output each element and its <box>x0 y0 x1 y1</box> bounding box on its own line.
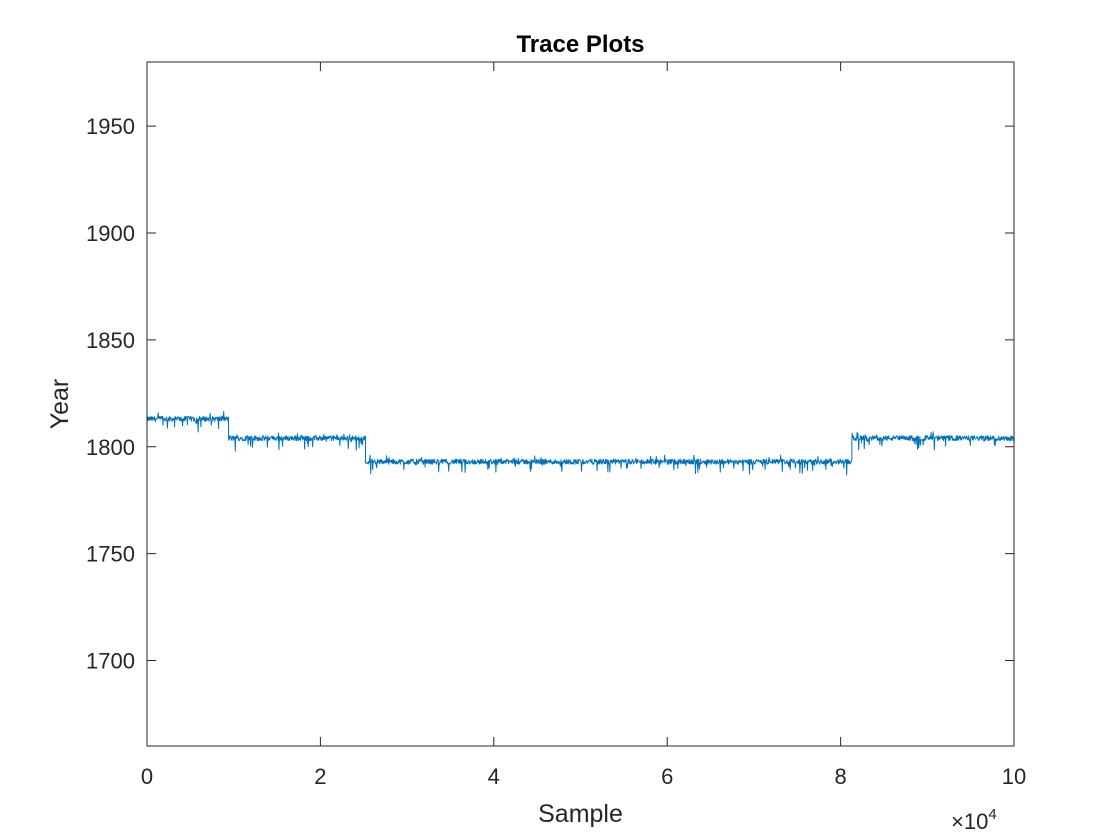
y-tick-label: 1850 <box>86 328 135 353</box>
y-tick-label: 1700 <box>86 649 135 674</box>
trace-line <box>146 410 1015 476</box>
y-axis-label: Year <box>46 379 74 430</box>
y-tick-label: 1800 <box>86 435 135 460</box>
trace-series-group <box>146 410 1015 476</box>
axes-box <box>146 61 1015 747</box>
tick-labels-group: 0 2 4 6 8 10 1700 1750 1800 1850 1900 1950 <box>86 114 1026 789</box>
y-tick-label: 1950 <box>86 114 135 139</box>
x-tick-label: 2 <box>314 764 326 789</box>
axes-background <box>147 62 1014 746</box>
x-axis-exponent-power: 4 <box>988 806 996 823</box>
x-tick-label: 6 <box>661 764 673 789</box>
x-axis-exponent-label: ×104 <box>951 806 997 834</box>
y-tick-label: 1900 <box>86 221 135 246</box>
y-tick-label: 1750 <box>86 542 135 567</box>
x-axis-label: Sample <box>538 800 623 828</box>
x-tick-label: 0 <box>141 764 153 789</box>
x-tick-label: 8 <box>834 764 846 789</box>
x-tick-label: 10 <box>1002 764 1026 789</box>
x-axis-exponent-base: ×10 <box>951 809 988 834</box>
x-tick-label: 4 <box>488 764 500 789</box>
chart-title: Trace Plots <box>516 31 644 58</box>
